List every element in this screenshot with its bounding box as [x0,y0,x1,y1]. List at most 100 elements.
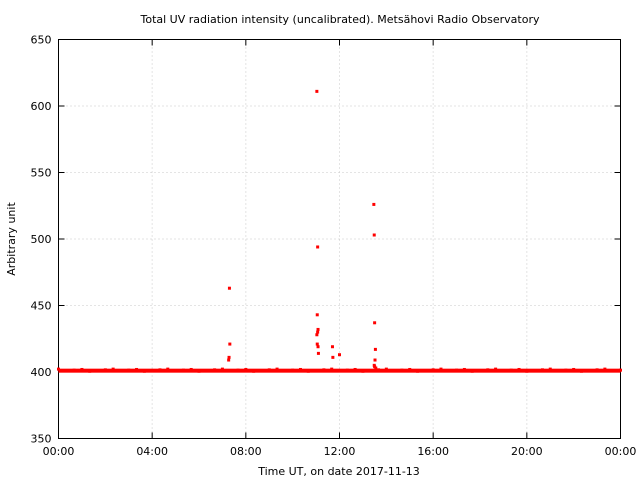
baseline-point [517,367,521,371]
baseline-point [525,369,529,373]
baseline-point [189,367,193,371]
data-point [315,342,319,346]
baseline-point [603,367,607,371]
data-point [373,347,377,351]
x-axis-label: Time UT, on date 2017-11-13 [257,465,420,478]
baseline-point [611,369,615,373]
data-point [374,366,378,370]
baseline-point [174,369,178,373]
data-points [57,89,622,373]
axis-ticks: 00:00 04:00 08:00 12:00 16:00 20:00 00:0035040… [31,34,637,459]
baseline-point [384,367,388,371]
baseline-point [377,368,381,372]
data-point [227,286,231,290]
baseline-point [57,367,60,371]
baseline-point [283,369,287,373]
baseline-point [330,367,334,371]
baseline-point [298,367,302,371]
baseline-point [462,367,466,371]
data-point [373,321,377,325]
data-point [372,233,376,237]
baseline-point [439,367,443,371]
baseline-point [72,368,76,372]
data-point [330,345,334,349]
baseline-point [431,368,435,372]
baseline-point [135,367,139,371]
baseline-point [166,367,170,371]
baseline-point [314,369,318,373]
baseline-point [548,367,552,371]
baseline-point [619,368,622,372]
baseline-point [259,369,263,373]
baseline-point [197,369,201,373]
y-tick-label: 500 [31,233,52,246]
data-point [316,327,320,331]
data-point [316,351,320,355]
x-tick-label: 00:00 [605,445,637,458]
baseline-point [408,367,412,371]
y-tick-label: 550 [31,167,52,180]
data-point [227,355,231,359]
chart-title: Total UV radiation intensity (uncalibrat… [140,13,540,26]
baseline-point [572,367,576,371]
baseline-point [158,368,162,372]
baseline-point [595,368,599,372]
baseline-point [228,369,232,373]
y-tick-label: 350 [31,433,52,446]
baseline-point [486,368,490,372]
x-tick-label: 20:00 [511,445,543,458]
data-point [372,202,376,206]
baseline-point [64,369,68,373]
data-point [331,355,335,359]
data-point [315,313,319,317]
baseline-point [150,369,154,373]
x-tick-label: 08:00 [230,445,262,458]
baseline-point [205,369,209,373]
baseline-point [564,368,568,372]
y-axis-label: Arbitrary unit [5,202,18,276]
y-tick-label: 650 [31,34,52,47]
baseline-point [509,368,513,372]
baseline-point [111,367,115,371]
baseline-point [470,369,474,373]
data-point [372,363,376,367]
data-point [227,358,231,362]
baseline-point [119,369,123,373]
baseline-point [306,369,310,373]
data-point [315,89,319,93]
baseline-point [494,367,498,371]
baseline-point [579,369,583,373]
baseline-point [322,368,326,372]
baseline-point [96,369,100,373]
y-tick-label: 450 [31,300,52,313]
data-point [373,358,377,362]
baseline-point [361,369,365,373]
baseline-point [345,368,349,372]
x-tick-label: 12:00 [324,445,356,458]
baseline-point [478,369,482,373]
baseline-point [80,367,84,371]
baseline-point [127,368,131,372]
baseline-point [267,368,271,372]
baseline-point [423,369,427,373]
baseline-point [540,368,544,372]
baseline-point [416,369,420,373]
baseline-point [236,368,240,372]
baseline-point [291,368,295,372]
baseline-point [369,369,373,373]
baseline-point [220,367,224,371]
x-tick-label: 00:00 [43,445,75,458]
data-point [338,353,341,357]
y-tick-label: 600 [31,100,52,113]
baseline-point [455,368,459,372]
baseline-point [103,368,107,372]
x-tick-label: 16:00 [417,445,449,458]
baseline-point [556,369,560,373]
baseline-point [392,369,396,373]
baseline-point [400,368,404,372]
grid [58,39,621,439]
data-point [316,245,320,249]
y-tick-label: 400 [31,366,52,379]
data-point [316,330,320,334]
